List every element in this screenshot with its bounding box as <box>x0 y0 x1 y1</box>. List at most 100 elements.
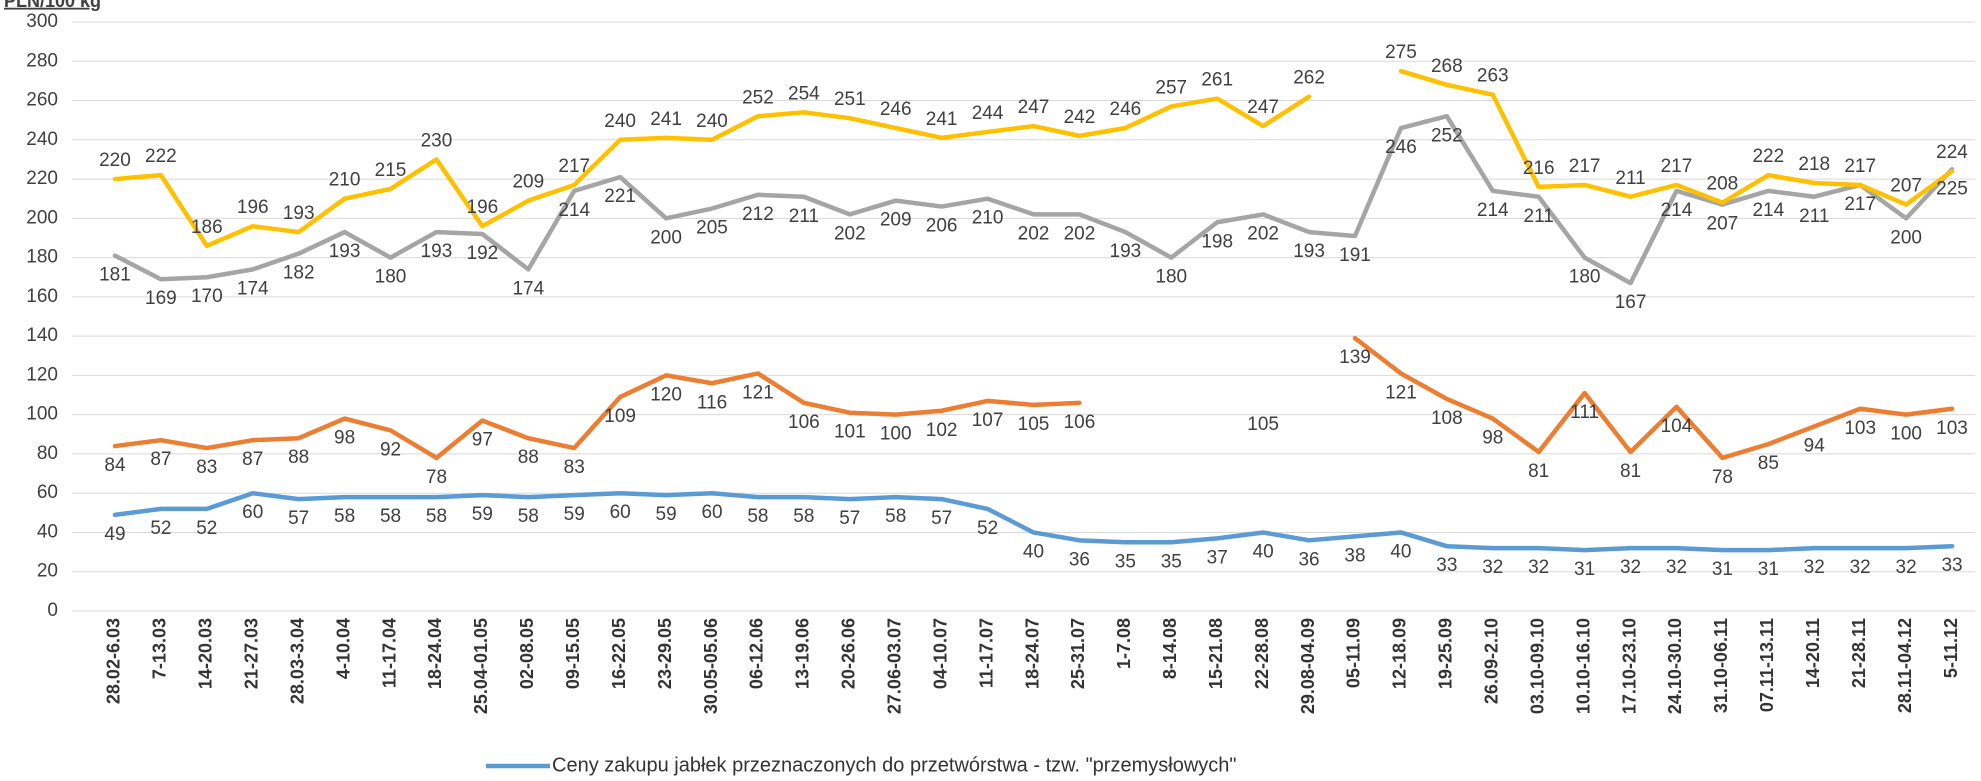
data-label: 59 <box>656 504 677 525</box>
data-label: 57 <box>839 508 860 529</box>
data-label: 220 <box>99 150 131 171</box>
data-label: 193 <box>329 241 361 262</box>
data-label: 205 <box>696 218 728 239</box>
data-label: 240 <box>604 111 636 132</box>
series-line <box>1398 68 1955 207</box>
data-label: 105 <box>1247 414 1279 435</box>
x-tick-label: 17.10-23.10 <box>1619 618 1639 714</box>
data-label: 32 <box>1482 557 1503 578</box>
y-tick-label: 200 <box>26 207 58 228</box>
data-label: 33 <box>1941 555 1962 576</box>
data-label: 257 <box>1155 77 1187 98</box>
series-line <box>112 113 1955 286</box>
data-label: 78 <box>1712 467 1733 488</box>
data-label: 31 <box>1712 559 1733 580</box>
x-tick-label: 16-22.05 <box>609 618 629 689</box>
x-tick-label: 04-10.07 <box>930 618 950 689</box>
data-label: 180 <box>375 267 407 288</box>
data-label: 216 <box>1523 158 1555 179</box>
data-label: 193 <box>421 241 453 262</box>
data-label: 191 <box>1339 245 1371 266</box>
data-label: 58 <box>334 506 355 527</box>
y-tick-label: 300 <box>26 11 58 32</box>
data-label: 202 <box>1064 223 1096 244</box>
data-label: 268 <box>1431 56 1463 77</box>
data-label: 87 <box>150 449 171 470</box>
data-label: 261 <box>1201 70 1233 91</box>
x-tick-label: 26.09-2.10 <box>1482 618 1502 704</box>
x-tick-label: 21-28.11 <box>1849 618 1869 688</box>
series-line <box>112 94 1312 249</box>
x-tick-label: 18-24.07 <box>1022 618 1042 689</box>
y-tick-label: 160 <box>26 286 58 307</box>
data-label: 58 <box>885 506 906 527</box>
data-label: 103 <box>1844 418 1876 439</box>
data-label: 58 <box>518 506 539 527</box>
data-label: 35 <box>1161 551 1182 572</box>
data-label: 81 <box>1620 461 1641 482</box>
data-label: 60 <box>610 502 631 523</box>
x-tick-label: 21-27.03 <box>241 618 261 689</box>
data-label: 251 <box>834 89 866 110</box>
x-tick-label: 15-21.08 <box>1206 618 1226 689</box>
x-tick-label: 31.10-06.11 <box>1711 618 1731 713</box>
x-tick-label: 05-11.09 <box>1344 618 1364 688</box>
data-label: 252 <box>1431 125 1463 146</box>
x-tick-label: 02-08.05 <box>517 618 537 689</box>
x-tick-label: 14-20.11 <box>1803 618 1823 688</box>
data-label: 225 <box>1936 178 1968 199</box>
data-label: 217 <box>1844 194 1876 215</box>
data-label: 116 <box>697 392 727 413</box>
data-label: 217 <box>1661 156 1693 177</box>
data-label: 198 <box>1201 231 1233 252</box>
data-label: 200 <box>650 227 682 248</box>
x-tick-label: 25-31.07 <box>1068 618 1088 689</box>
data-label: 246 <box>1385 137 1417 158</box>
data-label: 59 <box>564 504 585 525</box>
x-tick-label: 11-17.04 <box>379 618 399 688</box>
y-tick-label: 240 <box>26 129 58 150</box>
x-tick-label: 1-7.08 <box>1114 618 1134 669</box>
data-label: 214 <box>1752 200 1784 221</box>
data-label: 247 <box>1018 97 1050 118</box>
x-tick-label: 28.02-6.03 <box>104 618 124 704</box>
data-label: 212 <box>742 204 774 225</box>
data-label: 214 <box>1661 200 1693 221</box>
data-label: 211 <box>1615 168 1645 189</box>
series-line <box>112 371 1082 461</box>
data-label: 207 <box>1890 176 1922 197</box>
data-label: 60 <box>242 502 263 523</box>
x-tick-label: 20-26.06 <box>839 618 859 689</box>
data-label: 88 <box>288 447 309 468</box>
data-label: 247 <box>1247 97 1279 118</box>
data-label: 52 <box>150 518 171 539</box>
data-label: 218 <box>1798 154 1830 175</box>
data-label: 104 <box>1661 416 1693 437</box>
data-label: 58 <box>747 506 768 527</box>
data-label: 38 <box>1344 545 1365 566</box>
legend-label: Ceny zakupu jabłek przeznaczonych do prz… <box>552 754 1236 776</box>
data-label: 186 <box>191 217 223 238</box>
data-label: 60 <box>701 502 722 523</box>
data-label: 101 <box>834 422 866 443</box>
data-label: 192 <box>467 243 499 264</box>
data-label: 40 <box>1253 541 1274 562</box>
data-label: 222 <box>1752 146 1784 167</box>
x-tick-label: 23-29.05 <box>655 618 675 689</box>
data-label: 107 <box>972 410 1004 431</box>
data-label: 208 <box>1707 174 1739 195</box>
data-label: 106 <box>1064 412 1096 433</box>
data-label: 40 <box>1390 541 1411 562</box>
data-label: 40 <box>1023 541 1044 562</box>
data-label: 221 <box>604 186 636 207</box>
data-label: 174 <box>237 278 269 299</box>
data-label: 217 <box>1569 156 1601 177</box>
data-label: 32 <box>1620 557 1641 578</box>
x-tick-label: 25.04-01.05 <box>471 618 491 714</box>
data-label: 97 <box>472 430 493 451</box>
series-line <box>112 490 1955 553</box>
data-label: 83 <box>196 457 217 478</box>
data-label: 193 <box>1293 241 1325 262</box>
data-label: 98 <box>334 428 355 449</box>
y-tick-label: 140 <box>26 325 58 346</box>
